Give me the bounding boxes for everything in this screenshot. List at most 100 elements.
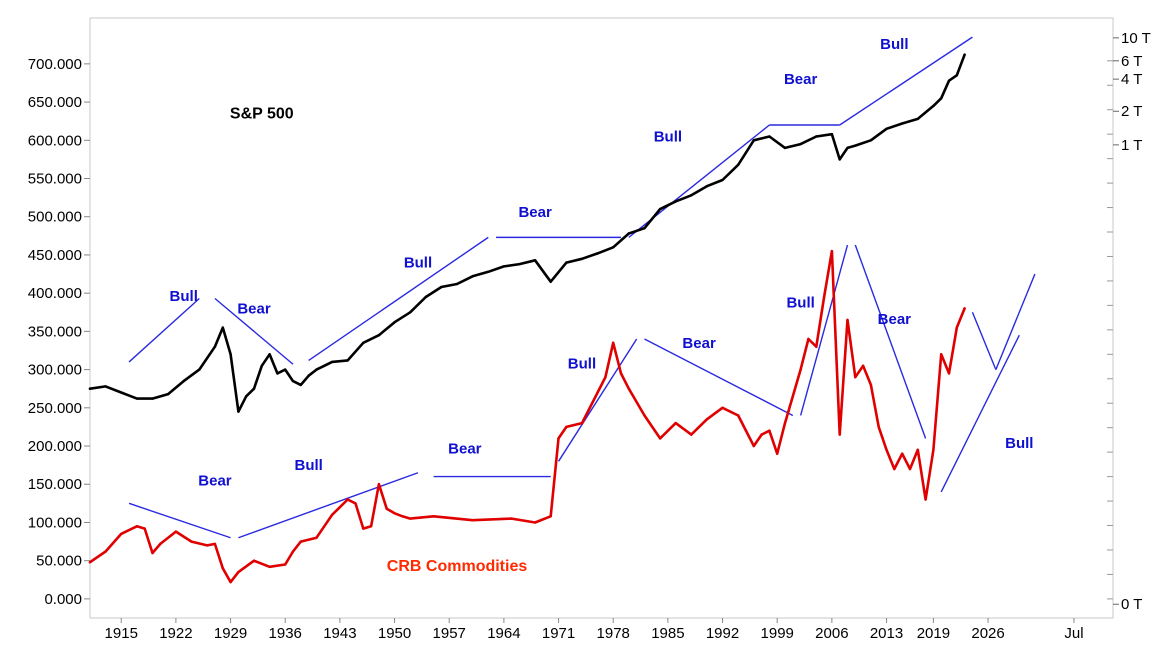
data-point (869, 383, 873, 387)
data-point (135, 525, 139, 528)
y-tick-label-left: 400.000 (28, 285, 82, 302)
crb-label: CRB Commodities (387, 558, 528, 575)
data-point (783, 421, 787, 425)
data-point (815, 345, 818, 348)
y-tick-label-left: 600.000 (28, 132, 82, 149)
data-point (830, 133, 834, 136)
data-point (955, 326, 958, 329)
data-point (245, 395, 248, 398)
y-tick-label-right: 6 T (1121, 53, 1142, 70)
data-point (612, 341, 615, 344)
data-point (768, 135, 771, 138)
data-point (822, 295, 826, 299)
right-axis: 10 T 6 T4 T 2 T 1 T 0 T (1107, 30, 1151, 613)
data-point (580, 257, 584, 260)
data-point (674, 200, 677, 203)
data-point (838, 158, 841, 161)
phase-label: Bull (786, 294, 814, 311)
data-point (190, 540, 193, 543)
data-point (838, 433, 841, 436)
data-point (369, 525, 373, 528)
trend-line (214, 297, 294, 365)
data-point (299, 540, 302, 543)
y-tick-label-left: 350.000 (28, 323, 82, 340)
data-point (471, 275, 474, 278)
y-tick-label-left: 150.000 (28, 476, 82, 493)
trend-line (128, 297, 200, 363)
data-point (362, 341, 365, 344)
data-point (557, 437, 560, 440)
data-point (88, 387, 92, 390)
y-tick-label-left: 650.000 (28, 94, 82, 111)
x-tick-label: 2026 (971, 625, 1004, 642)
data-point (221, 567, 224, 570)
data-point (807, 337, 810, 341)
data-point (916, 117, 919, 121)
y-tick-label-left: 0.000 (44, 591, 82, 608)
phase-label: Bear (448, 440, 482, 457)
data-point (783, 146, 787, 150)
data-point (393, 321, 396, 324)
data-point (518, 262, 521, 266)
data-point (932, 104, 935, 108)
y-tick-label-left: 500.000 (28, 209, 82, 226)
data-point (776, 452, 779, 455)
data-point (947, 79, 951, 82)
data-point (307, 374, 310, 377)
data-point (846, 146, 849, 150)
data-point (237, 410, 240, 413)
data-point (705, 418, 709, 421)
data-point (721, 406, 724, 409)
data-point (752, 444, 755, 448)
data-point (252, 559, 256, 562)
data-point (752, 139, 755, 142)
y-tick-label-left: 550.000 (28, 171, 82, 188)
data-point (409, 517, 412, 520)
data-point (674, 421, 677, 425)
trend-lines (128, 36, 1036, 539)
data-point (143, 527, 146, 530)
data-point (955, 74, 958, 77)
data-point (330, 360, 334, 364)
x-tick-label: 2006 (815, 625, 848, 642)
phase-label: Bull (654, 128, 682, 145)
data-point (658, 437, 662, 440)
data-point (221, 326, 224, 329)
trend-line (799, 244, 849, 416)
data-point (799, 142, 802, 146)
data-point (198, 368, 201, 371)
data-point (549, 515, 552, 518)
data-point (510, 517, 513, 520)
data-point (205, 544, 209, 547)
x-tick-label: 2019 (917, 625, 950, 642)
trend-line (854, 244, 927, 439)
data-point (120, 391, 123, 394)
data-point (596, 252, 599, 255)
trend-line (971, 312, 997, 370)
trend-line (238, 472, 419, 539)
data-point (916, 448, 919, 451)
data-point (893, 467, 896, 471)
data-point (377, 483, 381, 486)
data-point (963, 53, 966, 56)
data-point (533, 521, 537, 524)
data-point (721, 178, 724, 182)
series-lines (88, 53, 966, 584)
phase-label: Bull (294, 457, 322, 474)
y-tick-label-right: 10 T (1121, 30, 1151, 47)
data-point (596, 391, 599, 394)
data-point (643, 227, 646, 230)
plot-frame (89, 17, 1114, 619)
data-point (940, 353, 943, 356)
data-point (166, 392, 170, 396)
data-point (159, 542, 162, 546)
x-tick-label: 1992 (706, 625, 739, 642)
data-point (88, 561, 92, 564)
y-tick-label-right: 2 T (1121, 103, 1142, 120)
data-point (549, 280, 552, 283)
x-axis: 1915 1922 1929 1936 1943 1950 1957 1964 1971 1978… (105, 618, 1084, 642)
x-tick-label: 1999 (761, 625, 794, 642)
data-point (760, 433, 763, 436)
phase-label: Bull (1005, 435, 1033, 452)
data-point (104, 385, 107, 388)
